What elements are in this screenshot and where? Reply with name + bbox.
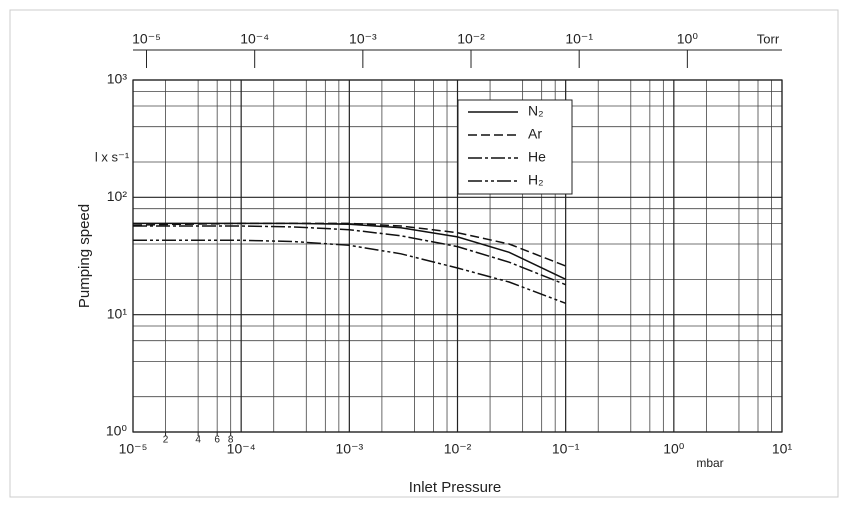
y-tick-label: 10⁰ (106, 423, 128, 439)
x-tick-label: 10⁻⁴ (227, 441, 256, 457)
x2-tick-label: 10⁻² (457, 31, 485, 47)
x2-tick-label: 10⁰ (677, 31, 699, 47)
x-tick-label: 10⁻² (444, 441, 472, 457)
x-minor-tick-label: 8 (228, 435, 234, 446)
y-axis-label: Pumping speed (76, 204, 93, 308)
series-line (133, 225, 566, 286)
x2-tick-label: 10⁻⁵ (132, 31, 161, 47)
y-unit: l x s⁻¹ (95, 149, 130, 164)
x-minor-tick-label: 4 (195, 435, 201, 446)
plot-frame (132, 79, 783, 433)
series-line (133, 239, 566, 305)
legend-label: He (528, 149, 546, 165)
x2-tick-label: 10⁻¹ (565, 31, 593, 47)
x-tick-label: 10⁻³ (336, 441, 364, 457)
x-tick-label: 10¹ (772, 441, 793, 457)
x-unit: mbar (696, 456, 723, 470)
x-axis-label: Inlet Pressure (409, 479, 502, 496)
x-tick-label: 10⁻⁵ (119, 441, 148, 457)
y-tick-label: 10³ (107, 71, 128, 87)
x2-unit: Torr (757, 31, 780, 46)
x-minor-tick-label: 2 (163, 435, 169, 446)
legend-box (457, 99, 573, 195)
frame (9, 9, 839, 498)
x-tick-label: 10⁰ (663, 441, 685, 457)
y-tick-label: 10² (107, 188, 128, 204)
x-tick-label: 10⁻¹ (552, 441, 580, 457)
legend-label: Ar (528, 126, 542, 142)
x2-tick-label: 10⁻³ (349, 31, 377, 47)
series-line (132, 222, 566, 267)
x-minor-tick-label: 6 (214, 435, 220, 446)
legend-label: H₂ (528, 172, 544, 188)
y-tick-label: 10¹ (107, 305, 128, 321)
legend-label: N₂ (528, 103, 544, 119)
x2-tick-label: 10⁻⁴ (240, 31, 269, 47)
